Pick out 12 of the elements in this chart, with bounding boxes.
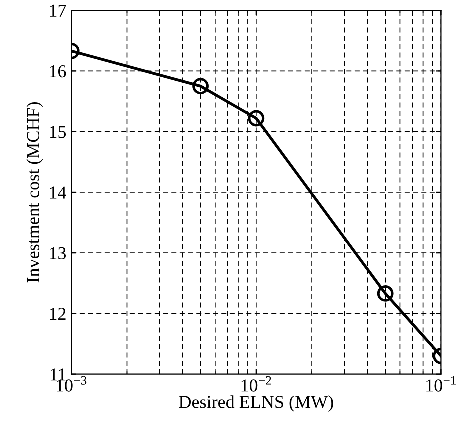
y-tick-label: 17: [50, 4, 66, 17]
y-tick-label: 16: [50, 66, 66, 78]
y-tick-label: 13: [50, 247, 66, 260]
point: [248, 110, 265, 127]
y-tick-label: 15: [50, 126, 66, 138]
y-tick-label: 14: [50, 186, 66, 199]
y-tick-label: 12: [50, 308, 66, 320]
y-axis-title: Investment cost (MCHF): [26, 102, 44, 283]
x-axis-title: Desired ELNS (MW): [179, 396, 334, 412]
y-tick-label: 11: [50, 368, 66, 381]
x-tick-label: 10$^{−2}$: [242, 376, 272, 392]
x-tick-label: 10$^{−1}$: [426, 376, 456, 392]
